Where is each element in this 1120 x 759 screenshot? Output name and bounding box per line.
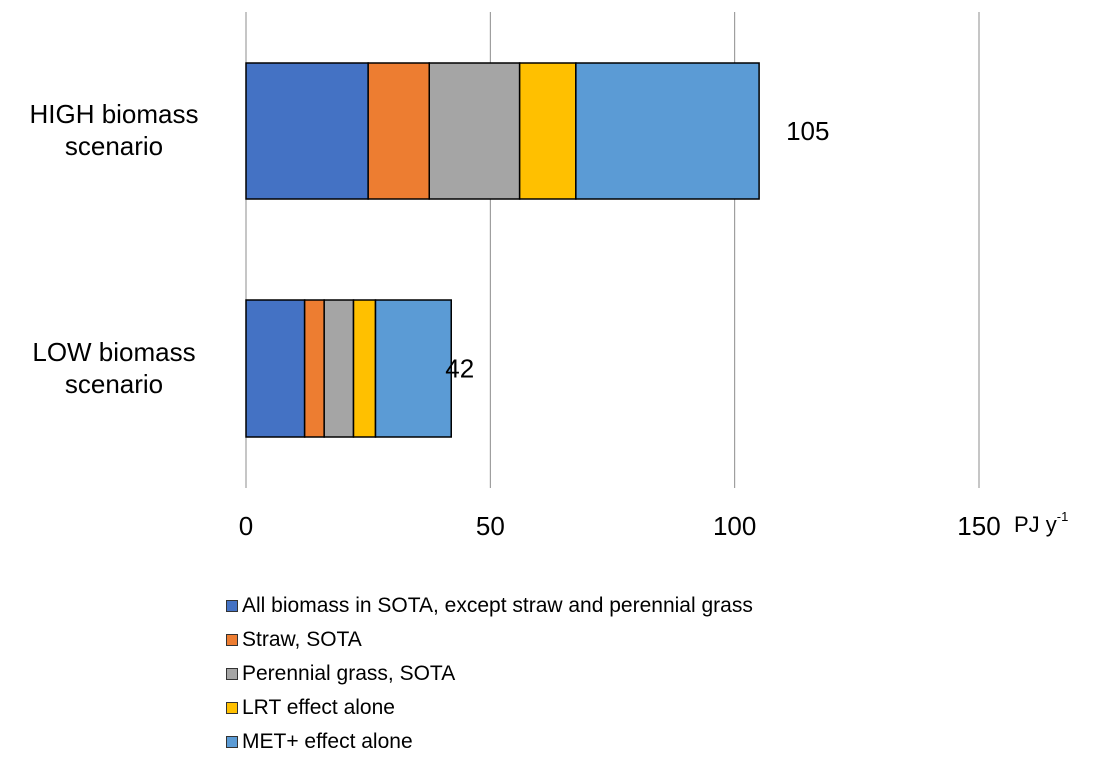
legend-label: LRT effect alone (242, 696, 395, 719)
bar-segment (323, 299, 355, 438)
bar-segment (518, 62, 577, 200)
legend-swatch (226, 736, 238, 748)
legend-label: All biomass in SOTA, except straw and pe… (242, 594, 753, 617)
bar-segment (352, 299, 377, 438)
bar-segment (245, 299, 306, 438)
x-tick-label: 50 (476, 511, 505, 541)
legend-label: Perennial grass, SOTA (242, 662, 456, 685)
legend-item: All biomass in SOTA, except straw and pe… (226, 589, 753, 623)
legend-item: LRT effect alone (226, 691, 753, 725)
chart-plot: 0 50 100 150 105 42 (239, 12, 1001, 541)
x-tick-label: 150 (957, 511, 1000, 541)
category-label-low: LOW biomass scenario (32, 337, 196, 399)
total-data-label: 42 (445, 354, 474, 384)
bar-segment (303, 299, 325, 438)
x-tick-label: 100 (713, 511, 756, 541)
total-data-label: 105 (786, 116, 829, 146)
legend-label: MET+ effect alone (242, 730, 413, 753)
bar-segment (367, 62, 430, 200)
category-label-high: HIGH biomass scenario (29, 99, 199, 161)
unit-superscript: -1 (1056, 509, 1069, 524)
legend: All biomass in SOTA, except straw and pe… (226, 589, 753, 759)
legend-item: Straw, SOTA (226, 623, 753, 657)
legend-item: Perennial grass, SOTA (226, 657, 753, 691)
bar-segment (428, 62, 521, 200)
legend-swatch (226, 600, 238, 612)
legend-label: Straw, SOTA (242, 628, 362, 651)
x-axis-unit-label: PJ y-1 (1014, 509, 1069, 538)
bar-segment (374, 299, 452, 438)
legend-swatch (226, 668, 238, 680)
bar-segment (575, 62, 760, 200)
unit-text: PJ y (1014, 512, 1057, 537)
bar-segment (245, 62, 369, 200)
legend-swatch (226, 634, 238, 646)
x-tick-label: 0 (239, 511, 253, 541)
legend-swatch (226, 702, 238, 714)
legend-item: MET+ effect alone (226, 725, 753, 759)
